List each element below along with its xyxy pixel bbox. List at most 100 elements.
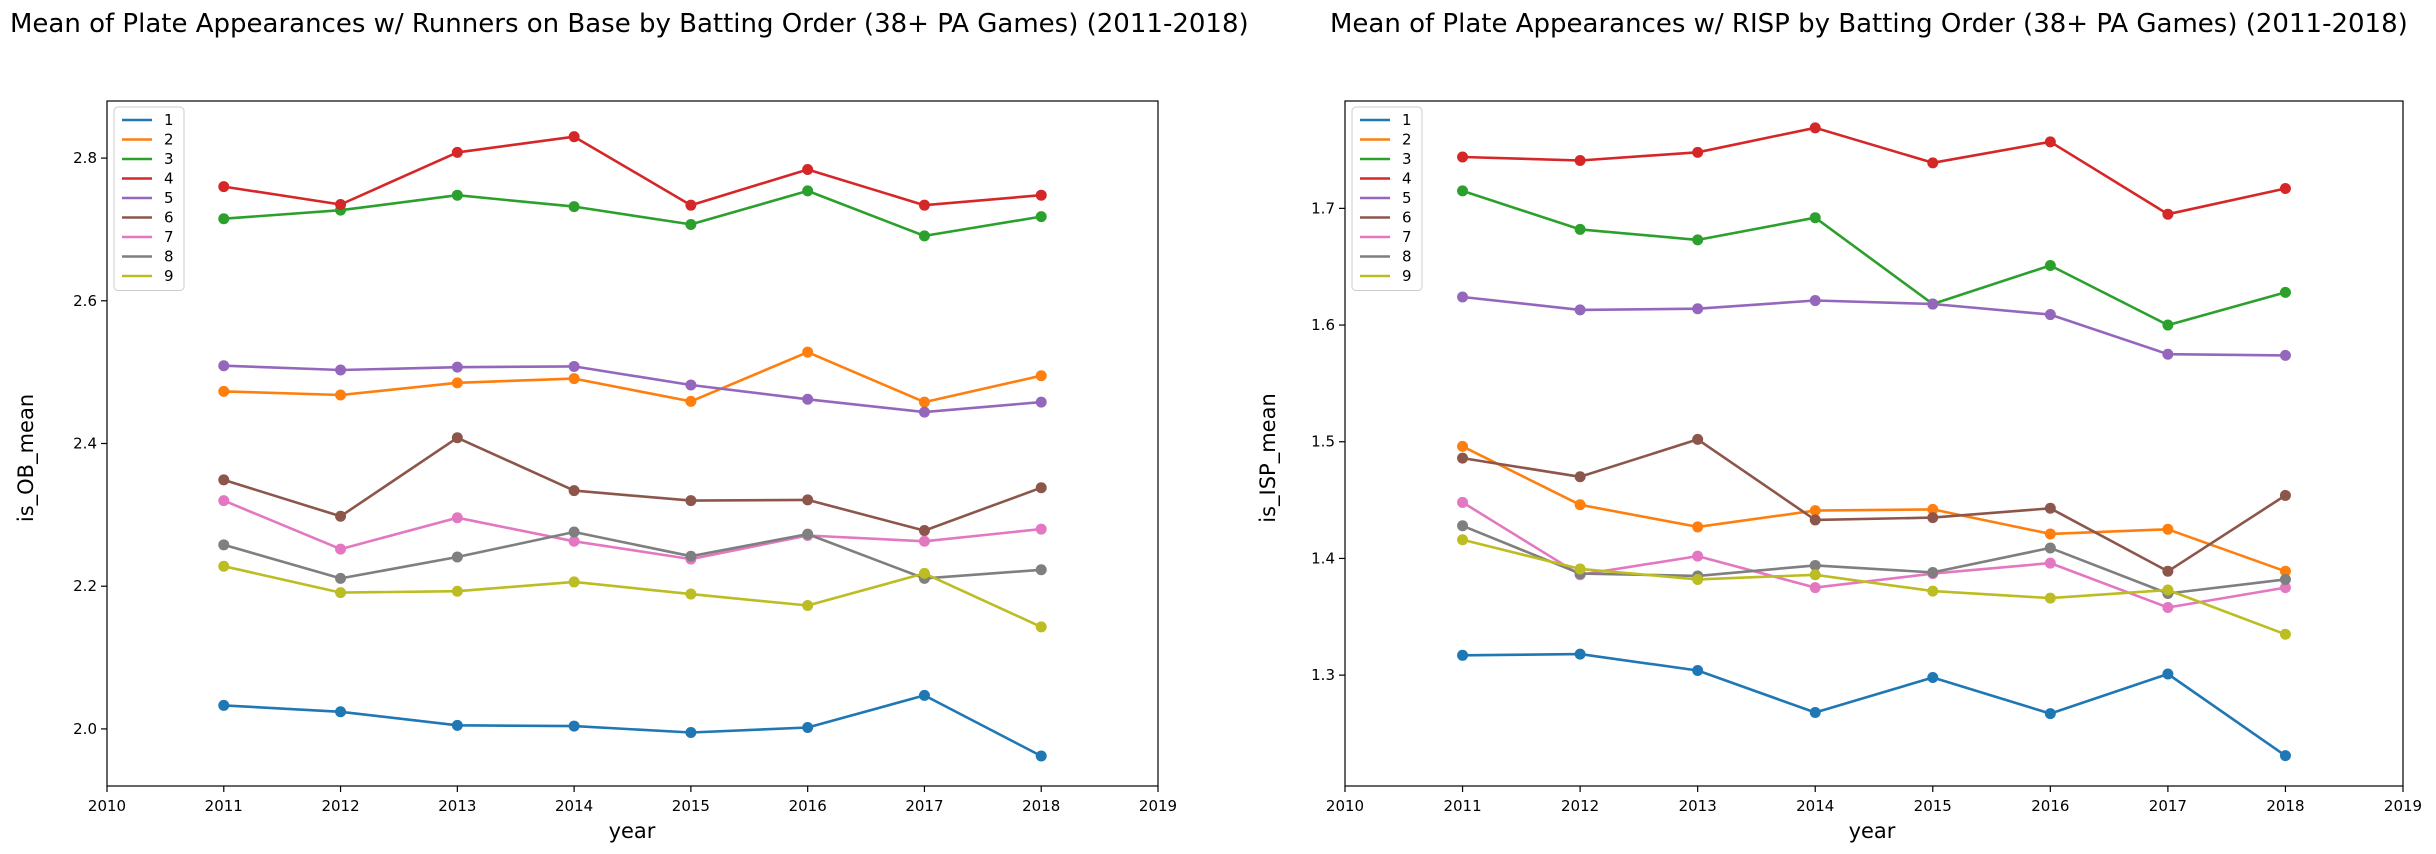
x-tick-label: 2019 (2384, 797, 2422, 815)
data-point-2 (2044, 528, 2056, 540)
x-tick-label: 2014 (1796, 797, 1834, 815)
data-point-1 (451, 719, 463, 731)
data-point-3 (2279, 286, 2291, 298)
data-point-1 (1035, 750, 1047, 762)
data-point-9 (451, 585, 463, 597)
data-point-3 (218, 213, 230, 225)
data-point-2 (218, 385, 230, 397)
data-point-1 (1574, 648, 1586, 660)
data-point-2 (335, 389, 347, 401)
data-point-4 (218, 181, 230, 193)
plot-frame (1344, 100, 2404, 787)
data-point-9 (685, 588, 697, 600)
data-point-3 (1457, 185, 1469, 197)
data-point-4 (568, 131, 580, 143)
x-tick-label: 2013 (438, 797, 476, 815)
y-tick-label: 1.3 (1311, 666, 1335, 684)
data-point-6 (802, 494, 814, 506)
y-tick-label: 2.2 (73, 577, 97, 595)
data-point-8 (685, 550, 697, 562)
data-point-2 (1574, 499, 1586, 511)
data-point-9 (2044, 592, 2056, 604)
data-point-1 (335, 706, 347, 718)
legend-label-2: 2 (1402, 131, 1412, 149)
data-point-4 (2162, 208, 2174, 220)
legend-label-3: 3 (164, 150, 174, 168)
data-point-6 (1035, 482, 1047, 494)
data-point-1 (218, 699, 230, 711)
data-point-9 (218, 560, 230, 572)
x-tick-label: 2012 (1561, 797, 1599, 815)
data-point-6 (2044, 502, 2056, 514)
data-point-5 (2044, 309, 2056, 321)
legend-label-1: 1 (164, 111, 174, 129)
legend-label-5: 5 (164, 189, 174, 207)
data-point-2 (451, 377, 463, 389)
series-line-4 (223, 135, 1042, 207)
x-tick-label: 2012 (321, 797, 359, 815)
x-tick-label: 2010 (88, 797, 126, 815)
x-tick-label: 2017 (905, 797, 943, 815)
data-point-5 (2162, 348, 2174, 360)
x-tick-label: 2015 (1914, 797, 1952, 815)
data-point-3 (451, 189, 463, 201)
legend-label-3: 3 (1402, 150, 1412, 168)
data-point-3 (685, 218, 697, 230)
data-point-4 (2279, 183, 2291, 195)
data-point-3 (1574, 223, 1586, 235)
data-point-3 (1692, 234, 1704, 246)
data-point-8 (335, 572, 347, 584)
data-point-6 (1574, 471, 1586, 483)
data-point-7 (1035, 523, 1047, 535)
data-point-9 (335, 587, 347, 599)
y-tick-label: 1.5 (1311, 433, 1335, 451)
series-line-7 (223, 499, 1042, 561)
data-point-2 (568, 373, 580, 385)
series-line-9 (223, 564, 1042, 629)
data-point-8 (1035, 564, 1047, 576)
data-point-8 (451, 551, 463, 563)
data-point-6 (1692, 433, 1704, 445)
x-tick-label: 2013 (1679, 797, 1717, 815)
data-point-2 (802, 346, 814, 358)
legend-label-4: 4 (1402, 170, 1412, 188)
data-point-9 (1574, 563, 1586, 575)
data-point-7 (918, 535, 930, 547)
data-point-8 (802, 528, 814, 540)
data-point-6 (2279, 489, 2291, 501)
data-point-1 (1927, 671, 1939, 683)
y-tick-label: 2.4 (73, 435, 97, 453)
legend-label-8: 8 (164, 248, 174, 266)
data-point-4 (1574, 155, 1586, 167)
data-point-4 (335, 198, 347, 210)
data-point-6 (685, 495, 697, 507)
data-point-8 (1927, 566, 1939, 578)
data-point-1 (1692, 664, 1704, 676)
y-tick-label: 2.0 (73, 720, 97, 738)
data-point-5 (568, 360, 580, 372)
data-point-5 (802, 393, 814, 405)
data-point-6 (451, 432, 463, 444)
data-point-1 (918, 689, 930, 701)
data-point-2 (2162, 523, 2174, 535)
plot-area: 2010 2011 2012 2013 2014 2015 2016 2017 2018 2019… (1311, 100, 2422, 815)
x-tick-label: 2018 (1022, 797, 1060, 815)
data-point-9 (1809, 569, 1821, 581)
series-line-2 (223, 350, 1042, 404)
data-point-4 (1692, 146, 1704, 158)
legend-label-6: 6 (1402, 209, 1412, 227)
data-point-5 (1927, 298, 1939, 310)
data-point-6 (1927, 512, 1939, 524)
data-point-8 (2044, 542, 2056, 554)
data-point-5 (218, 360, 230, 372)
data-point-6 (2162, 565, 2174, 577)
legend-label-1: 1 (1402, 111, 1412, 129)
legend-label-7: 7 (1402, 228, 1412, 246)
data-point-2 (1927, 503, 1939, 515)
plot-frame (106, 100, 1159, 787)
data-point-2 (685, 395, 697, 407)
data-point-5 (1692, 303, 1704, 315)
series-line-8 (223, 530, 1042, 580)
data-point-3 (2044, 260, 2056, 272)
x-tick-label: 2016 (789, 797, 827, 815)
